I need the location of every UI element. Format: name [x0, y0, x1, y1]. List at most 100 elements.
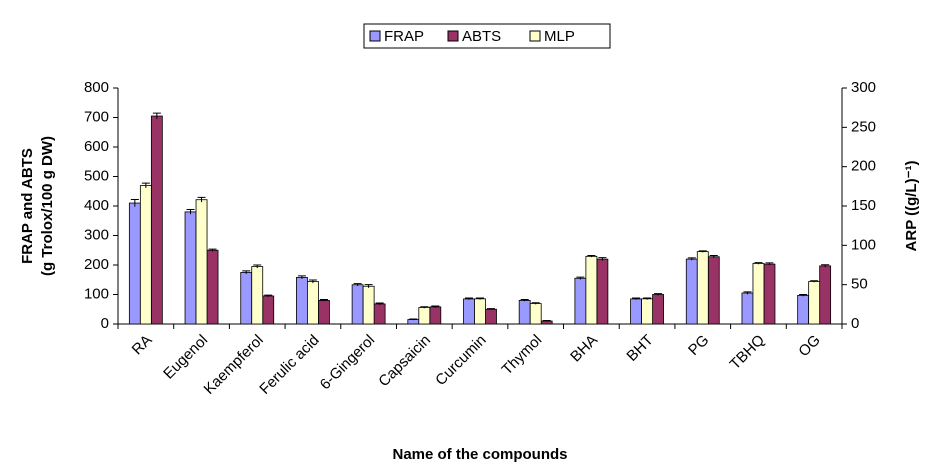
bar: [362, 285, 375, 325]
x-axis-title: Name of the compounds: [392, 446, 567, 463]
x-tick-label: BHA: [567, 332, 601, 366]
error-bar: [242, 270, 251, 274]
x-tick-label: TBHQ: [727, 332, 768, 373]
legend-label: FRAP: [384, 28, 424, 45]
x-tick-label: OG: [795, 332, 824, 361]
error-bar: [141, 182, 150, 188]
x-tick-label: Capsaicin: [375, 332, 434, 391]
bar: [251, 266, 264, 325]
error-bar: [542, 319, 551, 322]
legend-swatch: [529, 30, 541, 42]
x-tick-label: PG: [685, 332, 712, 359]
y2-tick-label: 200: [851, 158, 876, 175]
bar: [128, 202, 141, 325]
error-bar: [264, 294, 273, 297]
y2-axis-title: ARP ((g/L)⁻¹): [903, 161, 920, 252]
error-bar: [810, 280, 819, 283]
error-bar: [698, 250, 707, 253]
x-tick-label: Thymol: [499, 332, 546, 379]
bar: [418, 307, 431, 325]
error-bar: [476, 297, 484, 300]
bar: [752, 263, 765, 325]
bar: [641, 298, 653, 325]
y-tick-label: 300: [84, 226, 109, 243]
legend-swatch: [447, 30, 459, 42]
error-bar: [654, 293, 663, 296]
bar: [741, 292, 754, 325]
bar: [373, 303, 386, 325]
bar: [596, 258, 609, 325]
bar: [184, 211, 197, 325]
bar: [696, 251, 709, 325]
legend-swatch: [369, 30, 381, 42]
error-bar: [353, 283, 362, 286]
y-axis-title: FRAP and ABTS: [19, 148, 36, 264]
bar: [150, 115, 163, 325]
error-bar: [821, 264, 830, 268]
bar: [585, 255, 598, 325]
y-tick-label: 200: [84, 256, 109, 273]
x-tick-label: Curcumin: [432, 332, 489, 389]
error-bar: [130, 199, 139, 207]
error-bar: [531, 302, 540, 305]
error-bar: [709, 255, 718, 258]
x-tick-label: Ferulic acid: [256, 332, 322, 398]
bar: [652, 294, 664, 325]
bar: [407, 319, 420, 325]
legend-label: ABTS: [462, 28, 501, 45]
error-bar: [587, 255, 596, 258]
bar: [463, 298, 475, 325]
bar: [139, 185, 152, 325]
legend-box: [363, 23, 611, 49]
error-bar: [364, 284, 373, 288]
y-tick-label: 700: [84, 108, 109, 125]
y2-tick-label: 50: [851, 276, 868, 293]
error-bar: [186, 209, 195, 215]
error-bar: [253, 264, 262, 269]
y2-tick-label: 300: [851, 79, 876, 96]
x-tick-label: 6-Gingerol: [317, 332, 379, 394]
error-bar: [487, 308, 495, 310]
y-tick-label: 0: [101, 315, 109, 332]
bar: [707, 256, 720, 325]
error-bar: [465, 297, 473, 300]
error-bar: [765, 262, 774, 266]
bar: [630, 298, 642, 325]
error-bar: [420, 306, 429, 309]
error-bar: [754, 262, 763, 265]
error-bar: [743, 291, 752, 295]
error-bar: [632, 297, 641, 300]
bar: [318, 299, 330, 325]
bar: [529, 303, 542, 325]
bar: [819, 265, 832, 325]
error-bar: [576, 276, 585, 280]
error-bar: [152, 112, 161, 119]
error-bar: [319, 299, 328, 302]
error-bar: [687, 257, 696, 261]
y-tick-label: 600: [84, 138, 109, 155]
error-bar: [598, 257, 607, 261]
error-bar: [308, 279, 317, 284]
error-bar: [799, 294, 808, 297]
bar: [429, 306, 442, 325]
y-tick-label: 800: [84, 79, 109, 96]
bar: [206, 249, 219, 325]
x-tick-label: Kaempferol: [201, 332, 267, 398]
error-bar: [197, 196, 206, 203]
bar: [240, 271, 253, 325]
y2-tick-label: 0: [851, 315, 859, 332]
y-axis-title: (g Trolox/100 g DW): [39, 136, 56, 276]
bar: [474, 298, 486, 325]
bar: [685, 258, 698, 325]
bar: [763, 263, 776, 325]
bar: [195, 199, 208, 325]
bar: [262, 295, 275, 325]
error-bar: [297, 275, 306, 279]
bar: [307, 281, 319, 325]
error-bar: [431, 305, 440, 308]
error-bar: [643, 297, 652, 300]
x-tick-label: Eugenol: [160, 332, 211, 383]
y2-tick-label: 150: [851, 197, 876, 214]
error-bar: [375, 302, 384, 305]
